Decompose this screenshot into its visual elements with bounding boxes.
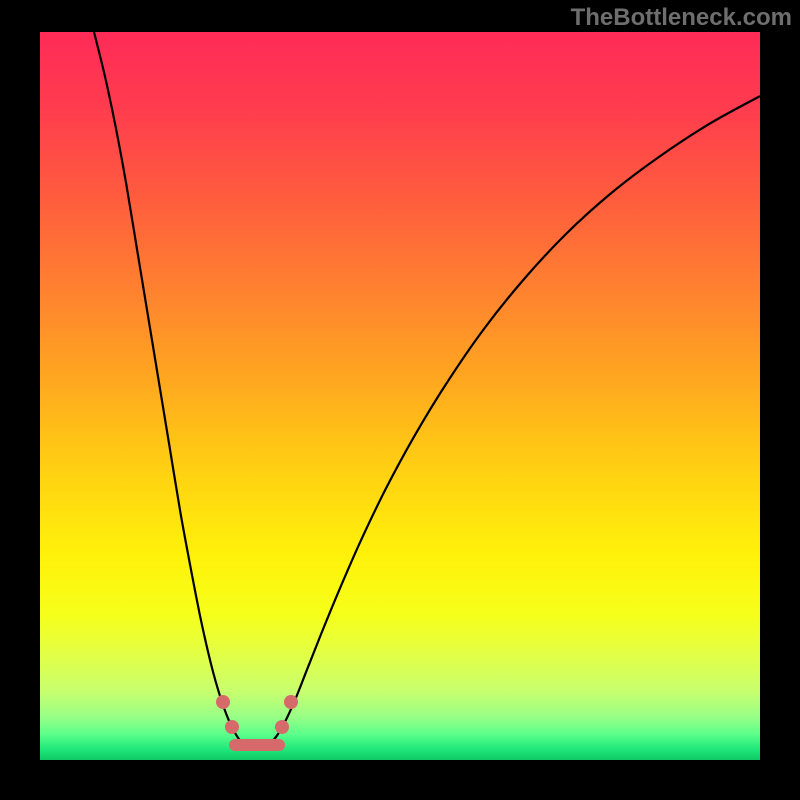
plot-area: [40, 32, 760, 760]
curve-path: [94, 32, 760, 750]
valley-bar: [249, 739, 285, 751]
valley-dot: [284, 695, 298, 709]
bottleneck-curve: [40, 32, 760, 760]
valley-dot: [216, 695, 230, 709]
watermark-text: TheBottleneck.com: [571, 4, 792, 32]
valley-dot: [225, 720, 239, 734]
valley-dot: [275, 720, 289, 734]
